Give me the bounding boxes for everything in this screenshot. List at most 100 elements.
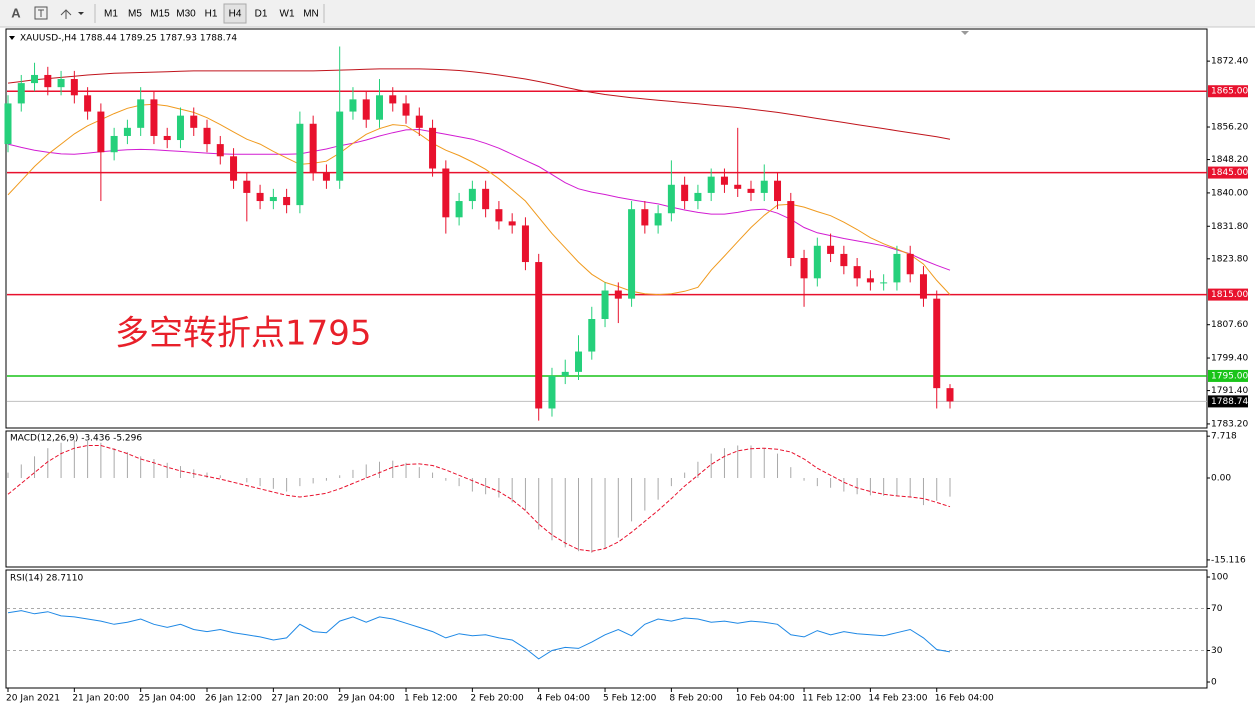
candle-body	[535, 262, 543, 409]
candle-body	[521, 225, 529, 263]
x-tick-label: 29 Jan 04:00	[338, 694, 395, 704]
x-tick-label: 21 Jan 20:00	[72, 694, 129, 704]
macd-panel	[5, 430, 1208, 568]
x-tick-label: 10 Feb 04:00	[736, 694, 795, 704]
candle-body	[800, 257, 808, 279]
candle-body	[853, 266, 861, 279]
y-tick-label: -15.116	[1211, 555, 1246, 565]
y-tick-label: 100	[1211, 573, 1228, 583]
candle-body	[787, 201, 795, 258]
level-label-box	[1208, 85, 1248, 98]
y-tick-label: 70	[1211, 604, 1223, 614]
timeframe-button[interactable]: M5	[128, 9, 142, 20]
toolbar: A M1 M5 M15 M30 H1 H4 D1 W1 MN	[0, 0, 1255, 28]
moving-average	[7, 68, 951, 140]
level-label-box	[1208, 166, 1248, 179]
arrows-tool[interactable]	[60, 9, 72, 19]
candle-body	[880, 282, 888, 284]
timeframe-button[interactable]: D1	[255, 9, 268, 20]
timeframe-button[interactable]: M15	[150, 9, 170, 20]
candle-body	[813, 245, 821, 279]
timeframe-button[interactable]: M30	[176, 9, 196, 20]
candle-body	[906, 253, 914, 275]
x-tick-label: 4 Feb 04:00	[537, 694, 591, 704]
x-tick-label: 14 Feb 23:00	[868, 694, 927, 704]
candle-body	[760, 180, 768, 193]
candle-body	[548, 375, 556, 409]
candle-body	[216, 144, 224, 157]
candle-body	[375, 95, 383, 120]
candle-body	[681, 184, 689, 202]
x-tick-label: 25 Jan 04:00	[139, 694, 196, 704]
rsi-line	[7, 610, 951, 660]
candle-body	[614, 290, 622, 299]
candle-body	[455, 201, 463, 218]
candle-body	[389, 95, 397, 104]
x-tick-label: 1 Feb 12:00	[404, 694, 458, 704]
candle-body	[667, 184, 675, 214]
candle-body	[269, 196, 277, 202]
y-tick-label: 30	[1211, 646, 1223, 656]
text-tool[interactable]: A	[11, 5, 21, 20]
candle-body	[349, 99, 357, 112]
candle-body	[256, 192, 264, 202]
main-panel	[5, 28, 1208, 429]
candle-body	[694, 192, 702, 202]
candle-body	[747, 188, 755, 193]
candle-body	[919, 274, 927, 299]
candle-body	[429, 127, 437, 169]
candle-body	[70, 79, 78, 96]
timeframe-button[interactable]: W1	[280, 9, 295, 20]
candle-body	[641, 209, 649, 226]
candle-body	[774, 180, 782, 202]
candle-body	[57, 79, 65, 88]
annotation: 多空转折点1795	[115, 314, 372, 354]
candle-body	[17, 83, 25, 104]
x-tick-label: 27 Jan 20:00	[271, 694, 328, 704]
timeframe-button[interactable]: M1	[104, 9, 118, 20]
candle-body	[734, 184, 742, 189]
candle-body	[44, 74, 52, 88]
candle-body	[84, 95, 92, 112]
x-tick-label: 16 Feb 04:00	[935, 694, 994, 704]
candle-body	[508, 221, 516, 226]
y-tick-label: 1831.80	[1211, 222, 1248, 232]
candle-body	[588, 318, 596, 352]
candle-body	[482, 188, 490, 210]
x-tick-label: 26 Jan 12:00	[205, 694, 262, 704]
macd-title: MACD(12,26,9) -3.436 -5.296	[10, 434, 142, 444]
candle-body	[283, 196, 291, 206]
x-tick-label: 2 Feb 20:00	[470, 694, 524, 704]
level-label-box	[1208, 288, 1248, 301]
x-tick-label: 5 Feb 12:00	[603, 694, 657, 704]
candle-body	[4, 103, 12, 145]
candle-body	[893, 253, 901, 283]
symbol-arrow	[9, 36, 15, 40]
candle-body	[230, 156, 238, 181]
shift-marker	[961, 31, 969, 35]
y-tick-label: 1807.60	[1211, 320, 1248, 330]
candle-body	[468, 188, 476, 202]
signal-line	[7, 445, 951, 552]
candle-body	[336, 111, 344, 181]
timeframe-button[interactable]: H1	[205, 9, 218, 20]
y-tick-label: 1872.40	[1211, 57, 1248, 67]
candle-body	[720, 176, 728, 185]
dropdown[interactable]	[78, 12, 84, 15]
y-tick-label: 1848.20	[1211, 155, 1248, 165]
timeframe-button[interactable]: H4	[229, 9, 242, 20]
x-tick-label: 20 Jan 2021	[6, 694, 60, 704]
candle-body	[866, 278, 874, 283]
candle-body	[654, 213, 662, 226]
candle-body	[296, 123, 304, 206]
candle-body	[322, 172, 330, 181]
candle-body	[601, 290, 609, 319]
y-tick-label: 1783.20	[1211, 419, 1248, 429]
y-tick-label: 0.00	[1211, 473, 1231, 483]
timeframe-button[interactable]: MN	[303, 9, 319, 20]
rsi-title: RSI(14) 28.7110	[10, 574, 83, 584]
y-tick-label: 1823.80	[1211, 254, 1248, 264]
label-tool[interactable]	[34, 6, 48, 20]
level-label: 1845.00	[1211, 168, 1248, 178]
